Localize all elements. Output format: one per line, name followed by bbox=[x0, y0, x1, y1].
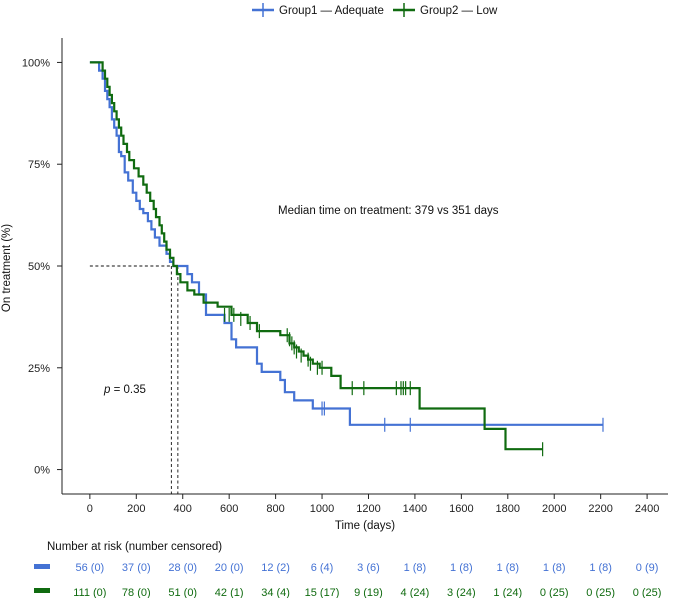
risk-cell: 42 (1) bbox=[215, 587, 244, 598]
survival-curves bbox=[89, 61, 604, 457]
y-ticks: 0% 25% 50% 75% 100% bbox=[22, 57, 62, 477]
x-tick-label: 2400 bbox=[635, 503, 659, 515]
y-axis: 0% 25% 50% 75% 100% On treatment (%) bbox=[1, 38, 63, 494]
p-value-annotation: p = 0.35 bbox=[103, 384, 146, 396]
risk-table: Number at risk (number censored) 56 (0) 3… bbox=[34, 541, 661, 598]
risk-cell: 15 (17) bbox=[305, 587, 340, 598]
y-tick-label: 50% bbox=[28, 261, 50, 273]
risk-row-group1: 56 (0) 37 (0) 28 (0) 20 (0) 12 (2) 6 (4) 3 (6)… bbox=[75, 562, 658, 574]
x-tick-label: 1400 bbox=[403, 503, 427, 515]
risk-cell: 4 (24) bbox=[401, 587, 430, 598]
risk-cell: 1 (8) bbox=[589, 562, 612, 574]
risk-cell: 0 (9) bbox=[636, 562, 659, 574]
risk-cell: 1 (8) bbox=[496, 562, 519, 574]
risk-table-title: Number at risk (number censored) bbox=[47, 541, 222, 553]
risk-cell: 1 (8) bbox=[450, 562, 473, 574]
curve-group1 bbox=[89, 61, 603, 426]
p-symbol: p bbox=[103, 384, 111, 396]
risk-row-group2: 111 (0) 78 (0) 51 (0) 42 (1) 34 (4) 15 (17) 9 … bbox=[73, 587, 661, 598]
risk-cell: 37 (0) bbox=[122, 562, 151, 574]
legend: Group1 — Adequate Group2 — Low bbox=[252, 3, 498, 17]
risk-cell: 9 (19) bbox=[354, 587, 383, 598]
x-axis: 0 200 400 600 800 1000 1200 1400 1600 1800 2000 220… bbox=[62, 493, 668, 532]
p-value: = 0.35 bbox=[110, 384, 146, 396]
risk-cell: 78 (0) bbox=[122, 587, 151, 598]
median-annotation: Median time on treatment: 379 vs 351 day… bbox=[278, 205, 499, 217]
x-tick-label: 2000 bbox=[542, 503, 566, 515]
y-tick-label: 25% bbox=[28, 363, 50, 375]
risk-cell: 3 (24) bbox=[447, 587, 476, 598]
risk-cell: 0 (25) bbox=[633, 587, 662, 598]
risk-cell: 1 (8) bbox=[543, 562, 566, 574]
risk-cell: 12 (2) bbox=[261, 562, 290, 574]
x-tick-label: 1200 bbox=[356, 503, 380, 515]
risk-cell: 20 (0) bbox=[215, 562, 244, 574]
risk-cell: 0 (25) bbox=[540, 587, 569, 598]
risk-cell: 51 (0) bbox=[168, 587, 197, 598]
median-reference-lines bbox=[89, 265, 179, 494]
risk-cell: 0 (25) bbox=[586, 587, 615, 598]
x-axis-title: Time (days) bbox=[335, 520, 395, 532]
y-axis-title: On treatment (%) bbox=[1, 224, 13, 312]
legend-label-group2: Group2 — Low bbox=[420, 5, 498, 17]
risk-cell: 34 (4) bbox=[261, 587, 290, 598]
risk-cell: 56 (0) bbox=[75, 562, 104, 574]
risk-cell: 1 (8) bbox=[404, 562, 427, 574]
x-tick-label: 1600 bbox=[449, 503, 473, 515]
x-tick-label: 1800 bbox=[496, 503, 520, 515]
legend-item-group1[interactable]: Group1 — Adequate bbox=[252, 3, 384, 17]
y-tick-label: 100% bbox=[22, 57, 50, 69]
risk-cell: 6 (4) bbox=[311, 562, 334, 574]
x-tick-label: 0 bbox=[87, 503, 93, 515]
x-tick-label: 600 bbox=[220, 503, 238, 515]
x-ticks: 0 200 400 600 800 1000 1200 1400 1600 1800 2000 220… bbox=[87, 494, 659, 515]
risk-cell: 1 (24) bbox=[493, 587, 522, 598]
y-tick-label: 75% bbox=[28, 159, 50, 171]
risk-cell: 28 (0) bbox=[168, 562, 197, 574]
legend-item-group2[interactable]: Group2 — Low bbox=[393, 3, 498, 17]
risk-swatch-group2 bbox=[34, 588, 50, 593]
curve-group2 bbox=[89, 61, 543, 451]
x-tick-label: 1000 bbox=[310, 503, 334, 515]
x-tick-label: 2200 bbox=[588, 503, 612, 515]
risk-cell: 3 (6) bbox=[357, 562, 380, 574]
y-tick-label: 0% bbox=[34, 465, 50, 477]
risk-swatch-group1 bbox=[34, 564, 50, 569]
x-tick-label: 200 bbox=[127, 503, 145, 515]
risk-cell: 111 (0) bbox=[73, 587, 106, 598]
x-tick-label: 800 bbox=[266, 503, 284, 515]
legend-label-group1: Group1 — Adequate bbox=[279, 5, 384, 17]
x-tick-label: 400 bbox=[174, 503, 192, 515]
